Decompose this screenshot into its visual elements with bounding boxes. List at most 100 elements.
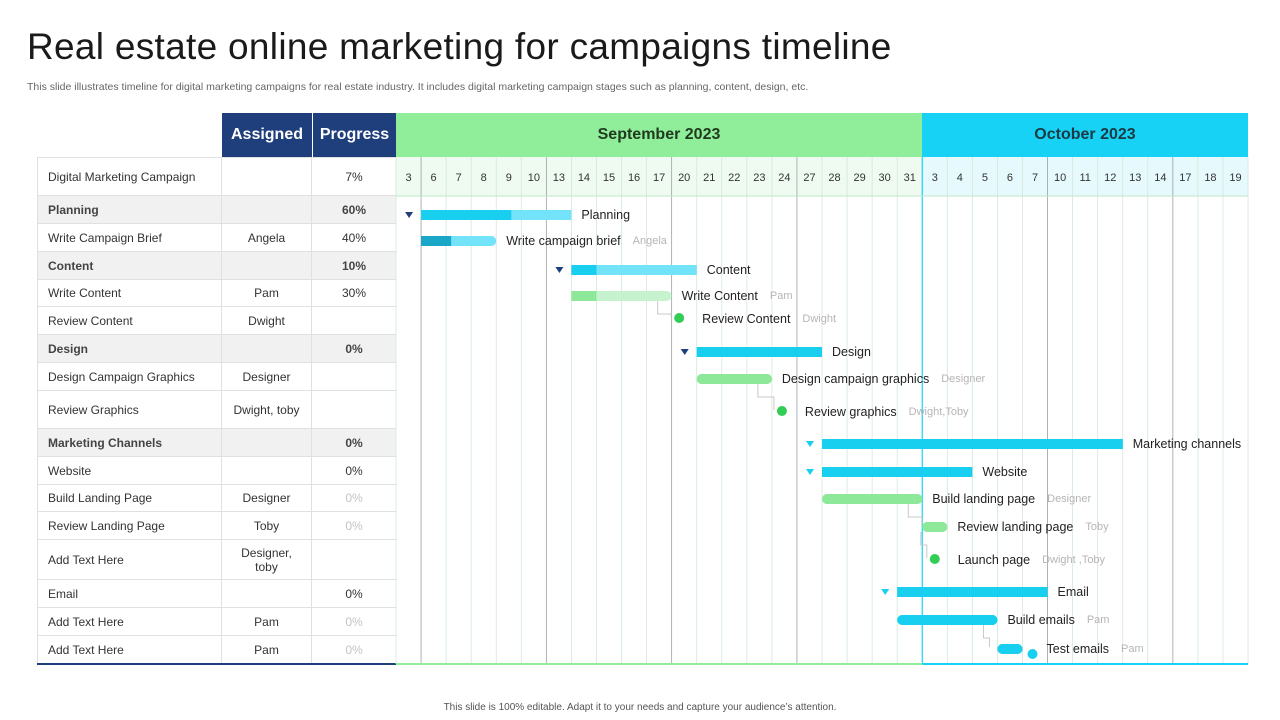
task-row: Website 0% <box>37 457 396 485</box>
dependency-connector <box>982 625 990 647</box>
task-progress: 0% <box>345 341 363 356</box>
task-progress: 0% <box>345 586 363 601</box>
task-assigned <box>222 196 312 223</box>
day-label: 9 <box>506 172 512 184</box>
task-assigned <box>222 580 312 607</box>
bar-label: Marketing channels <box>1133 437 1241 451</box>
task-row: Planning 60% <box>37 196 396 224</box>
task-assigned <box>222 252 312 279</box>
october-day-band <box>922 157 1249 196</box>
day-label: 21 <box>703 172 715 184</box>
summary-marker-icon <box>555 267 564 273</box>
bar-label: Content <box>707 263 751 277</box>
task-assigned <box>222 429 312 456</box>
task-progress: 0% <box>345 518 363 533</box>
day-label: 3 <box>405 172 411 184</box>
task-name: Write Content <box>37 280 222 306</box>
summary-bar-track <box>571 265 697 275</box>
task-progress: 60% <box>341 202 367 217</box>
dependency-connector <box>920 532 928 558</box>
day-label: 14 <box>1154 172 1166 184</box>
dependency-connector <box>757 384 775 410</box>
table-bottom-rule <box>37 663 396 665</box>
bar-label: Email <box>1058 585 1089 599</box>
day-label: 20 <box>678 172 690 184</box>
task-progress: 0% <box>345 642 363 657</box>
dependency-connector <box>657 301 672 317</box>
milestone-dot <box>674 313 685 323</box>
day-label: 29 <box>853 172 865 184</box>
task-name: Review Landing Page <box>37 512 222 539</box>
bar-label: Design <box>832 345 871 359</box>
task-row: Digital Marketing Campaign 7% <box>37 157 396 196</box>
day-label: 4 <box>957 172 963 184</box>
task-name: Content <box>37 252 222 279</box>
task-progress: 40% <box>341 230 367 245</box>
day-label: 11 <box>1079 172 1090 184</box>
task-name: Review Content <box>37 307 222 334</box>
task-row: Write Campaign Brief Angela 40% <box>37 224 396 252</box>
milestone-dot <box>776 406 787 416</box>
task-progress: 0% <box>345 491 363 505</box>
task-name: Email <box>37 580 222 607</box>
task-bar <box>696 374 772 384</box>
task-name: Digital Marketing Campaign <box>37 158 222 195</box>
day-label: 7 <box>456 172 462 184</box>
task-name: Design Campaign Graphics <box>37 363 222 390</box>
task-bar <box>822 494 923 504</box>
bar-owner: Pam <box>1121 643 1144 655</box>
day-label: 6 <box>431 172 437 184</box>
task-row: Write Content Pam 30% <box>37 280 396 307</box>
column-header-progress: Progress <box>312 113 396 157</box>
task-name: Review Graphics <box>37 391 222 428</box>
task-row: Review Graphics Dwight, toby <box>37 391 396 429</box>
page-subtitle: This slide illustrates timeline for digi… <box>27 81 809 93</box>
day-label: 14 <box>578 172 590 184</box>
task-bar <box>922 522 948 532</box>
footer-note: This slide is 100% editable. Adapt it to… <box>443 702 837 713</box>
task-bar <box>997 644 1023 654</box>
milestone-dot <box>929 554 940 564</box>
day-label: 13 <box>553 172 565 184</box>
task-bar <box>421 236 452 246</box>
bar-label: Build landing page <box>932 492 1035 506</box>
task-progress: 7% <box>345 169 363 184</box>
day-label: 22 <box>728 172 740 184</box>
task-row: Review Content Dwight <box>37 307 396 335</box>
bar-label: Build emails <box>1007 613 1074 627</box>
day-label: 17 <box>653 172 665 184</box>
bar-label: Review Content <box>702 312 791 326</box>
summary-bar <box>897 587 1048 597</box>
summary-marker-icon <box>806 441 815 447</box>
summary-bar <box>571 265 597 275</box>
bar-label: Design campaign graphics <box>782 372 929 386</box>
summary-marker-icon <box>881 589 890 595</box>
bar-owner: Designer <box>1047 493 1091 505</box>
task-row: Design Campaign Graphics Designer <box>37 363 396 391</box>
day-label: 28 <box>828 172 840 184</box>
bar-label: Launch page <box>958 553 1030 567</box>
day-label: 16 <box>628 172 640 184</box>
page-title: Real estate online marketing for campaig… <box>27 26 892 67</box>
day-label: 12 <box>1104 172 1116 184</box>
day-label: 23 <box>753 172 765 184</box>
task-assigned <box>222 457 312 484</box>
bar-label: Website <box>982 465 1027 479</box>
task-assigned: Designer <box>222 363 312 390</box>
task-row: Build Landing Page Designer 0% <box>37 485 396 512</box>
bar-label: Test emails <box>1047 642 1110 656</box>
task-assigned: Angela <box>222 224 312 251</box>
task-row: Email 0% <box>37 580 396 608</box>
bar-owner: Designer <box>941 373 985 385</box>
summary-bar <box>696 347 823 357</box>
task-assigned: Toby <box>222 512 312 539</box>
summary-bar <box>421 210 512 220</box>
task-assigned: Designer, toby <box>222 540 312 579</box>
bar-owner: Toby <box>1085 521 1109 533</box>
day-label: 5 <box>982 172 988 184</box>
task-assigned <box>222 335 312 362</box>
day-label: 8 <box>481 172 487 184</box>
task-name: Add Text Here <box>37 540 222 579</box>
task-assigned: Dwight <box>222 307 312 334</box>
task-progress: 10% <box>341 258 367 273</box>
